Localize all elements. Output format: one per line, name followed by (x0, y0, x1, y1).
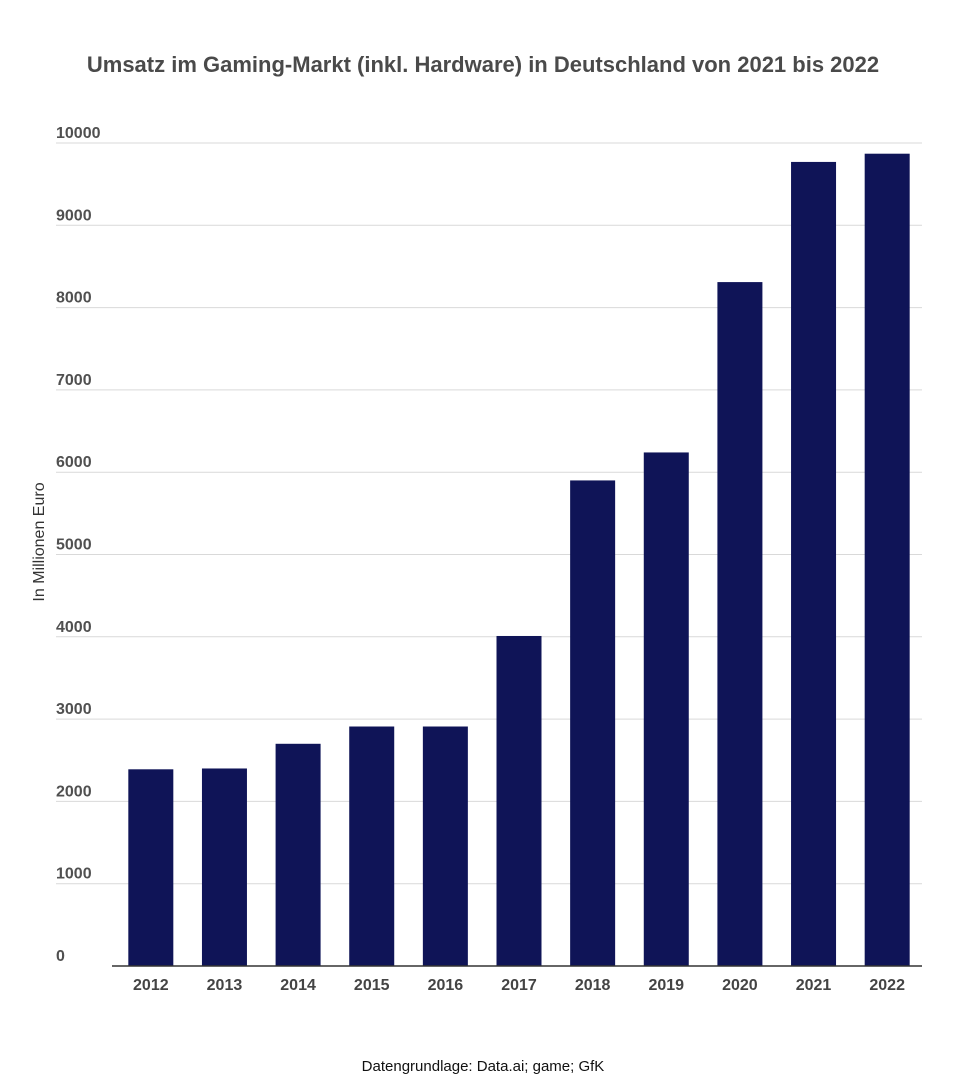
bar-2019 (643, 452, 689, 966)
bar-2013 (201, 768, 247, 966)
y-tick-label: 3000 (56, 701, 92, 718)
bar-2014 (275, 743, 321, 966)
bar-2016 (422, 726, 468, 966)
y-tick-label: 1000 (56, 866, 92, 883)
bar-2012 (128, 769, 174, 966)
x-tick-label: 2017 (501, 977, 537, 994)
bar-2020 (717, 282, 763, 966)
x-tick-label: 2013 (207, 977, 243, 994)
x-tick-label: 2019 (648, 977, 684, 994)
x-tick-label: 2020 (722, 977, 758, 994)
y-tick-label: 4000 (56, 619, 92, 636)
y-tick-label: 2000 (56, 783, 92, 800)
y-tick-label: 9000 (56, 207, 92, 224)
y-axis-label: In Millionen Euro (31, 482, 48, 601)
x-tick-label: 2018 (575, 977, 611, 994)
x-axis-ticks: 2012 2013 2014 2015 2016 2017 2018 2019 2020 2021… (133, 977, 905, 994)
x-tick-label: 2012 (133, 977, 169, 994)
bars (128, 153, 910, 967)
bar-2021 (791, 161, 837, 966)
y-axis-ticks: 0 1000 2000 3000 4000 5000 6000 7000 8000 9000 100… (56, 125, 101, 965)
bar-chart: 0 1000 2000 3000 4000 5000 6000 7000 8000 9000 100… (31, 125, 922, 994)
y-tick-label: 6000 (56, 454, 92, 471)
y-tick-label: 8000 (56, 290, 92, 307)
y-tick-label: 0 (56, 948, 65, 965)
source-note: Datengrundlage: Data.ai; game; GfK (361, 1058, 605, 1075)
chart-title: Umsatz im Gaming-Markt (inkl. Hardware) … (86, 52, 880, 77)
gridlines (56, 142, 922, 885)
x-tick-label: 2014 (280, 977, 316, 994)
bar-2017 (496, 635, 542, 966)
x-tick-label: 2016 (428, 977, 464, 994)
bar-2022 (864, 153, 910, 967)
y-tick-label: 10000 (56, 125, 101, 142)
y-tick-label: 7000 (56, 372, 92, 389)
x-tick-label: 2021 (796, 977, 832, 994)
x-tick-label: 2015 (354, 977, 390, 994)
bar-2018 (570, 480, 616, 966)
x-tick-label: 2022 (869, 977, 905, 994)
bar-2015 (349, 726, 395, 966)
y-tick-label: 5000 (56, 537, 92, 554)
